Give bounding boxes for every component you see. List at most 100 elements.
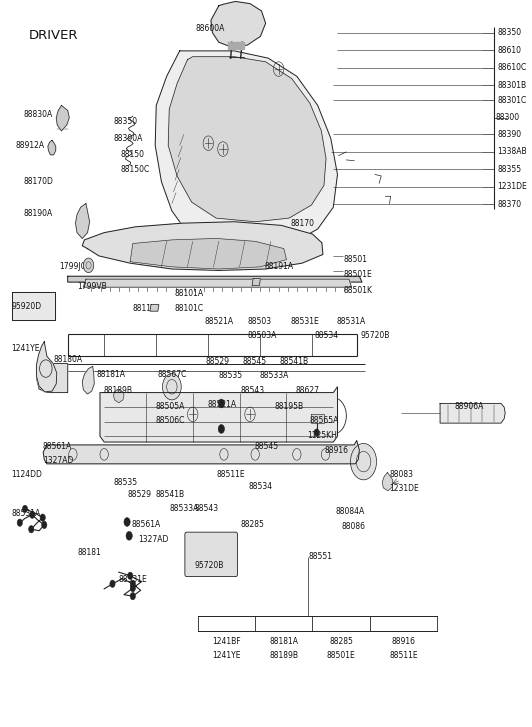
Text: 88545: 88545 — [243, 357, 267, 366]
Circle shape — [130, 593, 136, 600]
Text: 88912A: 88912A — [15, 141, 45, 150]
Polygon shape — [56, 105, 69, 131]
Polygon shape — [168, 57, 326, 222]
Circle shape — [124, 518, 130, 526]
Circle shape — [126, 531, 132, 540]
Text: 95720B: 95720B — [361, 332, 390, 340]
Circle shape — [351, 443, 377, 480]
Text: 88541B: 88541B — [279, 357, 308, 366]
Text: 88350: 88350 — [497, 28, 521, 37]
Polygon shape — [150, 305, 159, 311]
Polygon shape — [84, 279, 352, 287]
Text: 88101A: 88101A — [175, 289, 204, 298]
Text: 1327AD: 1327AD — [138, 535, 169, 544]
Text: 88531A: 88531A — [12, 510, 41, 518]
Text: 1799JC: 1799JC — [59, 262, 86, 271]
Polygon shape — [228, 42, 244, 49]
Text: 88916: 88916 — [325, 446, 349, 454]
Text: 88531E: 88531E — [119, 575, 147, 584]
Text: 88190A: 88190A — [23, 209, 53, 218]
Text: 88551: 88551 — [309, 553, 332, 561]
Text: 88084A: 88084A — [336, 507, 365, 516]
Polygon shape — [12, 292, 55, 320]
Text: 88535: 88535 — [219, 371, 243, 380]
Polygon shape — [37, 342, 57, 392]
Polygon shape — [252, 278, 260, 286]
Text: 88390: 88390 — [497, 130, 521, 139]
Text: 88529: 88529 — [128, 490, 152, 499]
Text: 88195B: 88195B — [275, 402, 304, 411]
Text: 88567C: 88567C — [157, 370, 187, 379]
Text: 88535: 88535 — [113, 478, 138, 486]
Polygon shape — [68, 276, 362, 282]
Circle shape — [84, 258, 94, 273]
Circle shape — [41, 521, 47, 529]
Text: 88561A: 88561A — [43, 442, 72, 451]
Circle shape — [30, 511, 35, 518]
Text: 88189B: 88189B — [103, 386, 132, 395]
Text: 1124DD: 1124DD — [12, 470, 43, 478]
Circle shape — [110, 580, 115, 587]
Text: 88610: 88610 — [497, 46, 521, 55]
Text: 88285: 88285 — [240, 521, 264, 529]
Text: 88181A: 88181A — [269, 637, 298, 646]
Text: 88355: 88355 — [497, 165, 521, 174]
Text: 88301B: 88301B — [497, 81, 527, 89]
Text: 88370: 88370 — [497, 200, 521, 209]
Circle shape — [17, 519, 22, 526]
Text: 88830A: 88830A — [23, 111, 53, 119]
Text: 88561A: 88561A — [132, 521, 161, 529]
Polygon shape — [100, 387, 337, 442]
Text: 88086: 88086 — [342, 522, 365, 531]
Text: 88170D: 88170D — [23, 177, 53, 185]
Text: 88541B: 88541B — [155, 490, 184, 499]
Text: 88501E: 88501E — [327, 651, 355, 660]
Circle shape — [314, 429, 319, 436]
Polygon shape — [76, 204, 89, 238]
Text: DRIVER: DRIVER — [29, 29, 78, 42]
Circle shape — [218, 425, 225, 433]
Text: 88285: 88285 — [329, 637, 353, 646]
Polygon shape — [43, 441, 359, 464]
Text: 88501: 88501 — [343, 255, 367, 264]
Polygon shape — [311, 414, 324, 423]
Text: 88501K: 88501K — [343, 286, 372, 294]
Text: 88545: 88545 — [254, 442, 278, 451]
Circle shape — [22, 505, 28, 513]
Polygon shape — [155, 51, 337, 247]
Text: 88543: 88543 — [195, 504, 219, 513]
Text: 88150: 88150 — [120, 150, 144, 159]
Text: 88350: 88350 — [113, 117, 138, 126]
Polygon shape — [130, 238, 286, 269]
Text: 88101C: 88101C — [175, 305, 204, 313]
Text: 88181: 88181 — [77, 548, 101, 557]
Circle shape — [162, 374, 181, 400]
Circle shape — [128, 572, 133, 579]
Polygon shape — [383, 473, 393, 491]
Text: 1327AD: 1327AD — [43, 457, 73, 465]
Text: 88511E: 88511E — [389, 651, 418, 660]
Text: 88150C: 88150C — [120, 165, 149, 174]
Text: 1241BF: 1241BF — [212, 637, 241, 646]
Text: 88521A: 88521A — [207, 401, 236, 409]
Circle shape — [29, 526, 34, 533]
Polygon shape — [113, 390, 124, 403]
Text: 88529: 88529 — [206, 357, 230, 366]
Text: 88534: 88534 — [248, 482, 272, 491]
FancyBboxPatch shape — [185, 532, 237, 577]
Text: 1241YE: 1241YE — [212, 651, 241, 660]
Text: 88543: 88543 — [240, 386, 265, 395]
Circle shape — [40, 514, 45, 521]
Text: 88534: 88534 — [314, 332, 339, 340]
Text: 88565A: 88565A — [309, 417, 339, 425]
Polygon shape — [82, 366, 94, 394]
Text: 88503A: 88503A — [248, 332, 277, 340]
Text: 88301C: 88301C — [497, 96, 527, 105]
Text: 88505A: 88505A — [155, 402, 185, 411]
Text: 88600A: 88600A — [195, 24, 225, 33]
Text: 88521A: 88521A — [205, 317, 234, 326]
Circle shape — [130, 585, 136, 592]
Polygon shape — [82, 222, 323, 270]
Circle shape — [218, 399, 225, 408]
Text: 88300: 88300 — [496, 113, 520, 122]
